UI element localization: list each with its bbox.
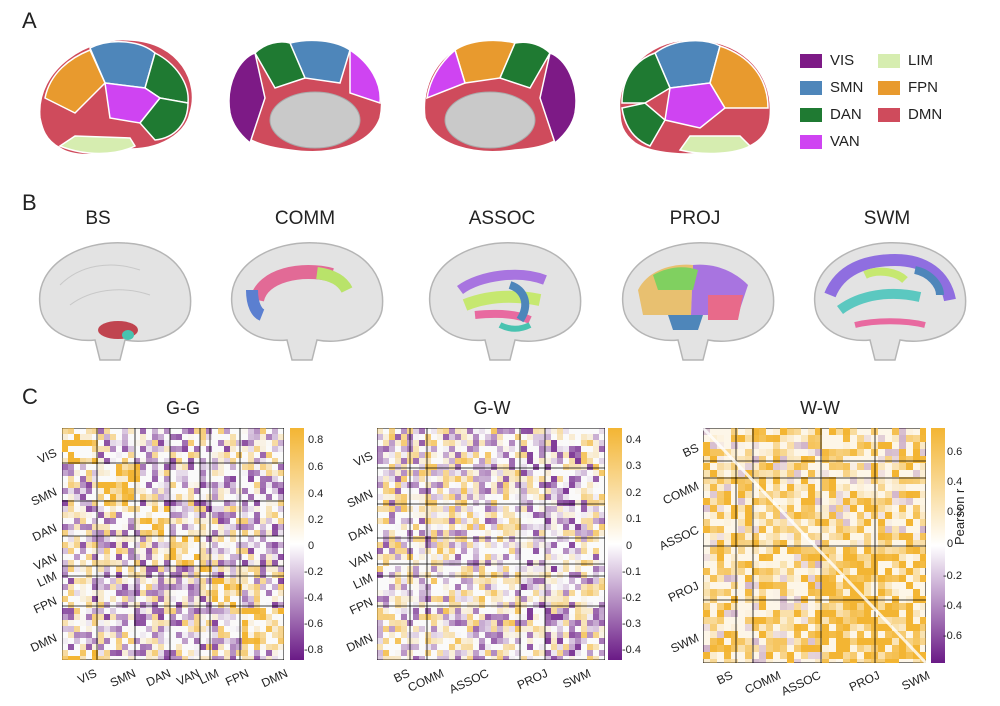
- legend-vis: VIS: [800, 52, 854, 69]
- ww-row-label: ASSOC: [656, 522, 701, 554]
- legend-van: VAN: [800, 133, 860, 150]
- cb-tick: -0.6: [304, 618, 323, 630]
- gg-row-label: VIS: [35, 445, 59, 467]
- legend-fpn: FPN: [878, 79, 938, 96]
- cortex-lateral-left: [39, 38, 194, 156]
- cb-tick: 0.2: [626, 487, 642, 499]
- panel-letter-a: A: [22, 8, 37, 33]
- cb-tick: 0.6: [308, 461, 324, 473]
- cb-tick: 0.3: [626, 460, 642, 472]
- glass-brain-assoc: [429, 242, 582, 361]
- cb-tick: -0.4: [304, 592, 323, 604]
- legend-dmn: DMN: [878, 106, 942, 123]
- cb-tick: 0: [308, 540, 315, 552]
- ww-row-label: SWM: [668, 630, 701, 656]
- ww-row-label: BS: [680, 440, 701, 461]
- cb-tick: -0.2: [943, 570, 962, 582]
- panel-letter-b: B: [22, 190, 37, 215]
- tract-label-comm: COMM: [274, 208, 336, 229]
- glass-brain-bs: [39, 242, 192, 361]
- cb-tick: 0.8: [308, 434, 324, 446]
- legend-swatch: [800, 107, 822, 122]
- tract-label-swm: SWM: [863, 208, 911, 229]
- legend-swatch: [878, 53, 900, 68]
- legend-dan: DAN: [800, 106, 862, 123]
- legend-swatch: [878, 80, 900, 95]
- legend-swatch: [800, 134, 822, 149]
- glass-brain-swm: [814, 242, 967, 361]
- glass-brain-comm: [231, 242, 384, 361]
- legend-swatch: [800, 53, 822, 68]
- cb-tick: -0.1: [622, 566, 641, 578]
- matrix-gw-heatmap: [377, 428, 605, 660]
- matrix-title-gw: G-W: [473, 398, 511, 418]
- gw-row-label: SMN: [344, 486, 375, 511]
- cb-tick: 0.1: [626, 513, 642, 525]
- legend-label: DMN: [908, 106, 943, 123]
- glass-brain-proj: [622, 242, 775, 361]
- gg-row-label: SMN: [28, 484, 59, 509]
- cb-tick: 0.6: [947, 446, 963, 458]
- cb-tick: 0.4: [626, 434, 642, 446]
- legend-label: FPN: [908, 79, 938, 96]
- cb-tick: -0.2: [622, 592, 641, 604]
- cb-tick: -0.4: [943, 600, 962, 612]
- cb-tick: 0.2: [308, 514, 324, 526]
- cb-tick: -0.6: [943, 630, 962, 642]
- cortex-medial-left: [228, 38, 383, 153]
- legend-lim: LIM: [878, 52, 933, 69]
- colorbar-gg: [290, 428, 304, 660]
- legend-label: VIS: [830, 52, 855, 69]
- cb-tick: 0.4: [308, 488, 324, 500]
- cb-tick: -0.4: [622, 644, 641, 656]
- gw-row-label: VIS: [351, 448, 375, 470]
- cortex-medial-right: [423, 38, 577, 153]
- matrix-ww-heatmap: [703, 428, 926, 663]
- panel-letter-c: C: [22, 384, 38, 409]
- cb-tick: 0: [626, 540, 633, 552]
- cb-tick: -0.8: [304, 644, 323, 656]
- legend-label: LIM: [908, 52, 934, 69]
- gg-row-label: DMN: [28, 630, 59, 655]
- ww-row-label: COMM: [660, 478, 701, 508]
- cb-tick: 0: [947, 538, 954, 550]
- cb-tick: -0.3: [622, 618, 641, 630]
- ww-col-label: SWM: [899, 668, 932, 694]
- tract-label-bs: BS: [85, 208, 111, 229]
- legend-smn: SMN: [800, 79, 863, 96]
- tract-label-assoc: ASSOC: [468, 208, 536, 229]
- legend-swatch: [800, 80, 822, 95]
- legend-label: VAN: [830, 133, 860, 150]
- cb-tick: 0.2: [947, 506, 963, 518]
- cb-tick: 0.4: [947, 476, 963, 488]
- legend-label: SMN: [830, 79, 864, 96]
- ww-row-label: PROJ: [666, 578, 701, 605]
- legend-label: DAN: [830, 106, 862, 123]
- legend-swatch: [878, 107, 900, 122]
- colorbar-gw: [608, 428, 622, 660]
- tract-label-proj: PROJ: [669, 208, 721, 229]
- gw-row-label: DMN: [344, 630, 375, 655]
- cb-tick: -0.2: [304, 566, 323, 578]
- cortex-lateral-right: [618, 39, 772, 155]
- ww-col-label: PROJ: [846, 668, 882, 695]
- matrix-title-gg: G-G: [166, 398, 200, 418]
- matrix-gg-heatmap: [62, 428, 284, 660]
- matrix-title-ww: W-W: [800, 398, 840, 418]
- colorbar-ww: [931, 428, 945, 663]
